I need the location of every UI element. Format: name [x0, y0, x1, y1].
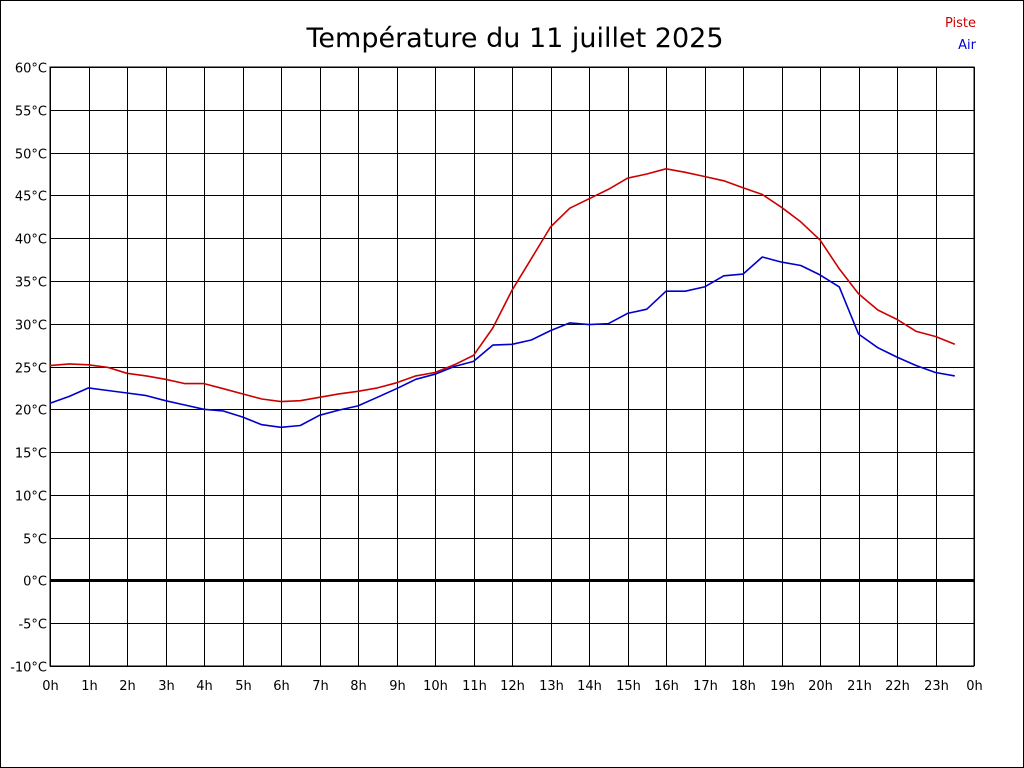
x-tick-label: 15h [616, 679, 641, 694]
y-tick-label: 40°C [15, 233, 47, 248]
chart-title: Température du 11 juillet 2025 [306, 23, 724, 54]
x-tick-label: 13h [539, 679, 564, 694]
y-tick-label: 20°C [15, 404, 47, 419]
grid [49, 66, 975, 667]
y-tick-label: 45°C [15, 190, 47, 205]
y-tick-label: 0°C [23, 575, 47, 590]
legend-entry-piste: Piste [945, 16, 976, 31]
x-tick-label: 12h [500, 679, 525, 694]
x-tick-label: 6h [273, 679, 290, 694]
x-tick-label: 2h [119, 679, 136, 694]
x-tick-label: 22h [885, 679, 910, 694]
x-tick-label: 3h [158, 679, 175, 694]
x-tick-label: 0h [966, 679, 983, 694]
y-tick-label: -5°C [18, 618, 47, 633]
x-tick-label: 18h [731, 679, 756, 694]
x-tick-label: 21h [847, 679, 872, 694]
y-tick-label: 25°C [15, 362, 47, 377]
x-tick-label: 16h [654, 679, 679, 694]
y-tick-label: 5°C [23, 533, 47, 548]
y-tick-label: 30°C [15, 319, 47, 334]
legend: Piste Air [945, 16, 977, 53]
x-tick-label: 9h [389, 679, 406, 694]
series-line-piste [49, 168, 956, 403]
x-tick-label: 19h [770, 679, 795, 694]
y-tick-label: 60°C [15, 62, 47, 77]
x-tick-label: 5h [235, 679, 252, 694]
x-axis-ticks: 0h 1h 2h 3h 4h 5h 6h 7h 8h 9h 10h 11h 12h 13h 14h 15h 16… [42, 679, 983, 694]
y-tick-label: 50°C [15, 148, 47, 163]
series-line-air [49, 256, 955, 429]
x-tick-label: 0h [42, 679, 59, 694]
x-tick-label: 23h [924, 679, 949, 694]
x-tick-label: 20h [808, 679, 833, 694]
y-axis-ticks: 60°C 55°C 50°C 45°C 40°C 35°C 30°C 25°C 20°C 15°C… [10, 62, 47, 676]
y-tick-label: -10°C [10, 661, 47, 676]
y-tick-label: 15°C [15, 447, 47, 462]
y-tick-label: 10°C [15, 490, 47, 505]
x-tick-label: 7h [312, 679, 329, 694]
legend-entry-air: Air [958, 38, 977, 53]
x-tick-label: 8h [350, 679, 367, 694]
y-tick-label: 55°C [15, 105, 47, 120]
x-tick-label: 17h [693, 679, 718, 694]
y-tick-label: 35°C [15, 276, 47, 291]
x-tick-label: 14h [577, 679, 602, 694]
series-lines [49, 168, 956, 429]
x-tick-label: 11h [462, 679, 487, 694]
x-tick-label: 4h [196, 679, 213, 694]
x-tick-label: 1h [81, 679, 98, 694]
x-tick-label: 10h [423, 679, 448, 694]
